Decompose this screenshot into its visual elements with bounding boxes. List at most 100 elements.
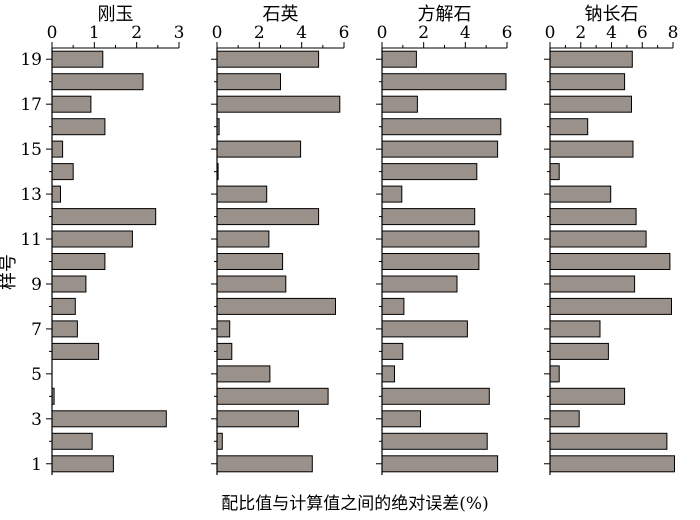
y-tick-label: 13 (20, 185, 42, 205)
bar (51, 253, 106, 270)
x-tick-label: 0 (47, 23, 58, 43)
bar (549, 140, 634, 158)
y-tick-label: 9 (31, 275, 42, 295)
panel-title: 钠长石 (585, 4, 639, 25)
bar (216, 185, 268, 203)
bar (216, 50, 320, 68)
y-tick-label: 7 (31, 320, 42, 340)
bar (216, 297, 336, 315)
y-tick-label: 17 (20, 95, 42, 115)
bar (549, 208, 637, 226)
bar (381, 365, 395, 383)
bar (549, 365, 560, 383)
y-tick-label: 5 (31, 365, 42, 385)
bar (381, 95, 418, 113)
y-tick-label: 11 (20, 230, 42, 250)
bar (51, 118, 106, 136)
bar (216, 73, 281, 91)
bar (381, 297, 405, 315)
bar (381, 387, 490, 405)
panel-title: 方解石 (418, 4, 472, 25)
bar (51, 410, 167, 428)
bar (549, 95, 632, 113)
bar (381, 253, 480, 270)
bar (216, 410, 299, 428)
bar (381, 208, 476, 226)
x-tick-label: 4 (296, 23, 307, 43)
bar (216, 253, 284, 270)
bar (381, 342, 404, 360)
bar (381, 275, 458, 293)
bar (549, 230, 647, 248)
x-tick-label: 0 (377, 23, 388, 43)
bar (216, 320, 231, 338)
x-tick-label: 6 (637, 23, 648, 43)
x-tick-label: 0 (212, 23, 223, 43)
x-tick-label: 2 (418, 23, 429, 43)
bar (381, 410, 421, 428)
bar (51, 230, 133, 248)
bar (51, 342, 100, 360)
bar (381, 73, 507, 91)
bar (51, 297, 76, 315)
bar (51, 50, 104, 68)
bar (216, 342, 233, 360)
bar (51, 208, 157, 226)
y-tick-label: 15 (20, 140, 42, 160)
bar (549, 342, 609, 360)
y-axis-label: 样号 (0, 254, 19, 290)
x-tick-label: 4 (606, 23, 617, 43)
bar (549, 50, 633, 68)
bar (51, 140, 64, 158)
bar (216, 365, 271, 383)
bar (216, 140, 302, 158)
x-tick-label: 6 (502, 23, 513, 43)
bar (51, 185, 61, 203)
x-tick-label: 3 (174, 23, 185, 43)
bar (549, 410, 580, 428)
x-axis-label: 配比值与计算值之间的绝对误差(%) (221, 494, 488, 514)
x-tick-label: 4 (460, 23, 471, 43)
bar (381, 230, 480, 248)
bar (549, 297, 672, 315)
bar (549, 387, 626, 405)
bar (549, 275, 636, 293)
bar (51, 163, 74, 181)
bar (51, 95, 92, 113)
bar (381, 118, 502, 136)
bar (381, 185, 403, 203)
bar (549, 163, 560, 181)
bar (51, 455, 114, 473)
bar (381, 432, 488, 450)
bar (549, 320, 601, 338)
y-tick-label: 3 (31, 410, 42, 430)
bar (51, 275, 87, 293)
bar (216, 230, 270, 248)
bar (51, 73, 144, 91)
bar (381, 320, 468, 338)
x-tick-label: 2 (575, 23, 586, 43)
bar (549, 253, 671, 270)
bar (51, 320, 78, 338)
x-tick-label: 2 (254, 23, 265, 43)
bar (216, 95, 341, 113)
x-tick-label: 0 (545, 23, 556, 43)
panel-title: 石英 (263, 4, 299, 25)
x-tick-label: 1 (89, 23, 100, 43)
bar (51, 432, 93, 450)
bar (216, 455, 313, 473)
bar (549, 118, 589, 136)
x-tick-label: 8 (668, 23, 679, 43)
bar (381, 163, 478, 181)
bar (216, 432, 223, 450)
bar (549, 73, 626, 91)
bar (216, 275, 287, 293)
bar (549, 432, 668, 450)
y-tick-label: 1 (31, 455, 42, 475)
x-tick-label: 6 (339, 23, 350, 43)
x-tick-label: 2 (131, 23, 142, 43)
bar (216, 387, 329, 405)
y-tick-label: 19 (20, 50, 42, 70)
